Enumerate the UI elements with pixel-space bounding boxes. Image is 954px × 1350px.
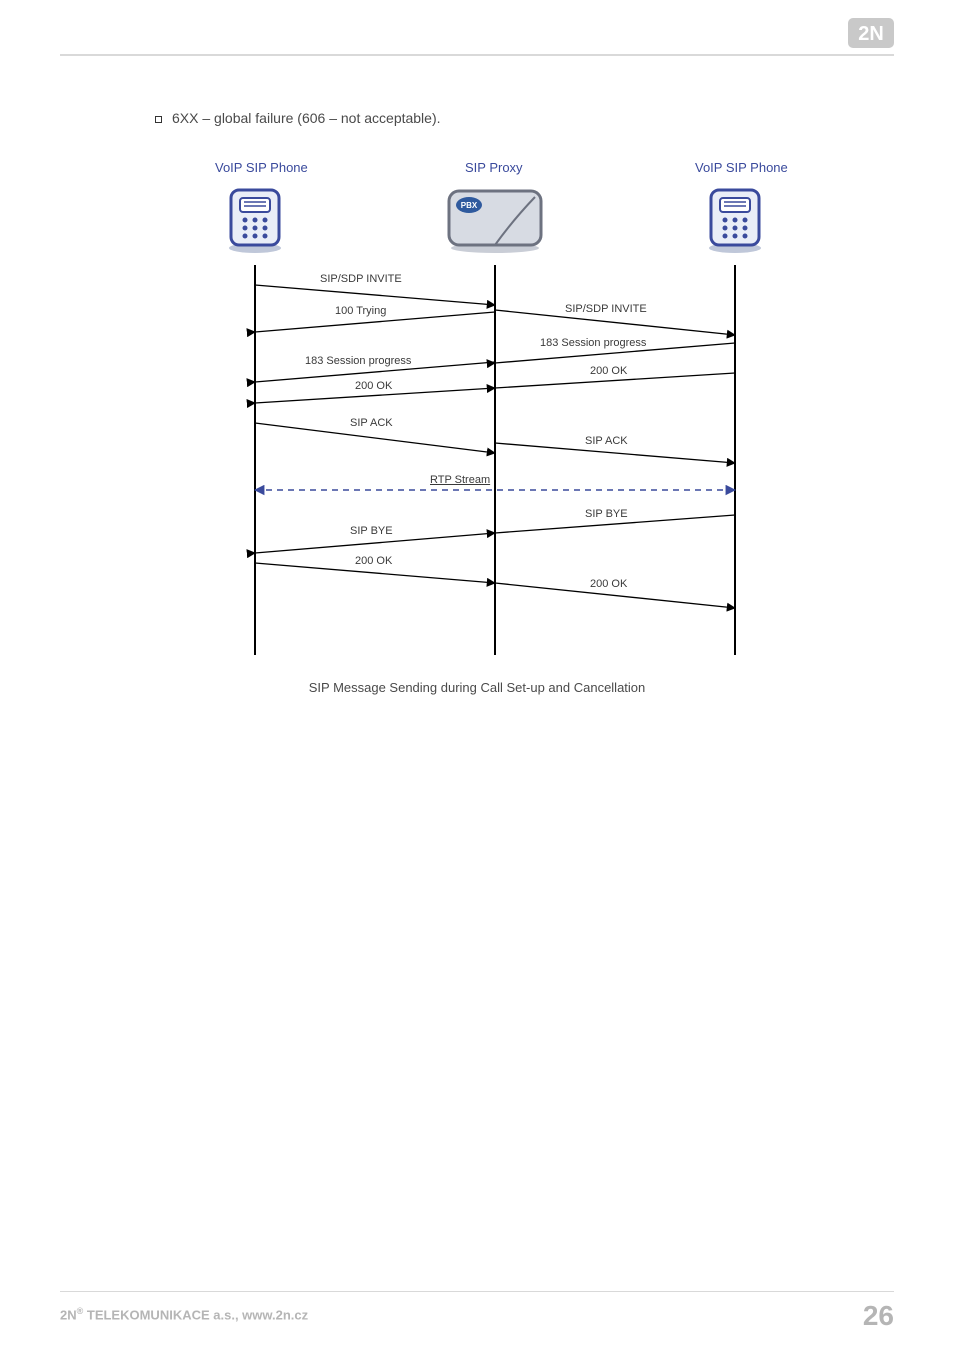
footer-divider [60,1291,894,1292]
bullet-marker [155,116,162,123]
arrows-layer [225,160,765,655]
header-divider [60,54,894,56]
page-number: 26 [863,1300,894,1332]
bullet-text: 6XX – global failure (606 – not acceptab… [172,110,441,126]
sequence-diagram: VoIP SIP Phone SIP Proxy VoIP SIP Phone [225,160,765,655]
footer-rest: TELEKOMUNIKACE a.s., www.2n.cz [83,1307,308,1322]
diagram-caption: SIP Message Sending during Call Set-up a… [0,680,954,695]
msg-rtp: RTP Stream [430,474,490,486]
msg-left-200a: 200 OK [355,380,392,392]
msg-left-bye: SIP BYE [350,525,393,537]
footer-brand: 2N [60,1307,77,1322]
msg-left-trying: 100 Trying [335,305,386,317]
msg-right-bye: SIP BYE [585,508,628,520]
msg-right-invite: SIP/SDP INVITE [565,303,647,315]
msg-left-183: 183 Session progress [305,355,411,367]
document-page: 2N 6XX – global failure (606 – not accep… [0,0,954,1350]
brand-logo: 2N [848,18,894,53]
msg-right-ack: SIP ACK [585,435,628,447]
msg-right-200a: 200 OK [590,365,627,377]
bullet-item: 6XX – global failure (606 – not acceptab… [155,110,441,126]
msg-left-ack: SIP ACK [350,417,393,429]
brand-logo-text: 2N [858,23,884,45]
msg-left-200b: 200 OK [355,555,392,567]
msg-right-200b: 200 OK [590,578,627,590]
msg-right-183: 183 Session progress [540,337,646,349]
footer-company: 2N® TELEKOMUNIKACE a.s., www.2n.cz [60,1306,308,1322]
msg-left-invite: SIP/SDP INVITE [320,273,402,285]
